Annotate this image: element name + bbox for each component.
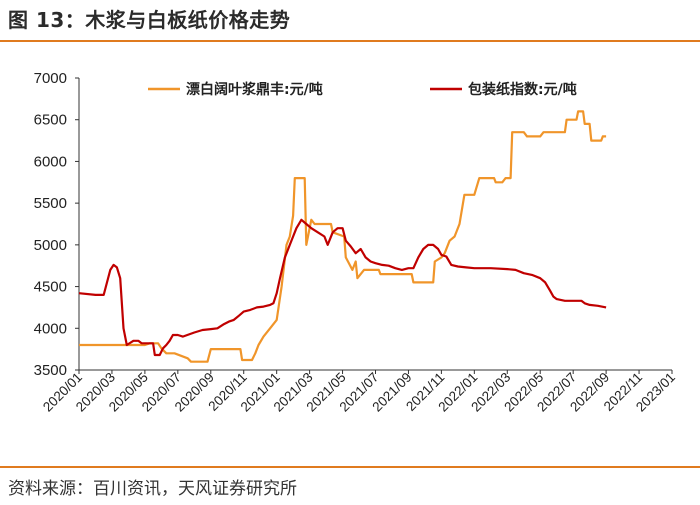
y-tick-label: 5500 xyxy=(34,195,67,212)
x-axis: 2020/012020/032020/052020/072020/092020/… xyxy=(40,370,678,415)
legend: 漂白阔叶浆鼎丰:元/吨 包装纸指数:元/吨 xyxy=(148,81,577,98)
series-line-packaging xyxy=(78,218,607,357)
y-tick-label: 6000 xyxy=(34,153,67,170)
y-tick-label: 4500 xyxy=(34,279,67,296)
y-tick-label: 3500 xyxy=(34,362,67,379)
legend-label-packaging: 包装纸指数:元/吨 xyxy=(468,81,577,98)
legend-label-pulp: 漂白阔叶浆鼎丰:元/吨 xyxy=(186,81,323,98)
top-divider xyxy=(0,40,700,42)
source-note: 资料来源：百川资讯，天风证券研究所 xyxy=(8,479,297,499)
series-layer xyxy=(78,110,607,363)
y-tick-label: 7000 xyxy=(34,70,67,87)
y-tick-label: 6500 xyxy=(34,112,67,129)
series-line-pulp xyxy=(79,110,607,363)
y-tick-label: 5000 xyxy=(34,237,67,254)
plot-area xyxy=(78,78,672,371)
bottom-divider xyxy=(0,466,700,468)
y-tick-label: 4000 xyxy=(34,320,67,337)
figure-title: 图 13：木浆与白板纸价格走势 xyxy=(8,8,291,32)
y-axis: 3500 4000 4500 5000 5500 6000 6500 7000 xyxy=(34,70,79,379)
